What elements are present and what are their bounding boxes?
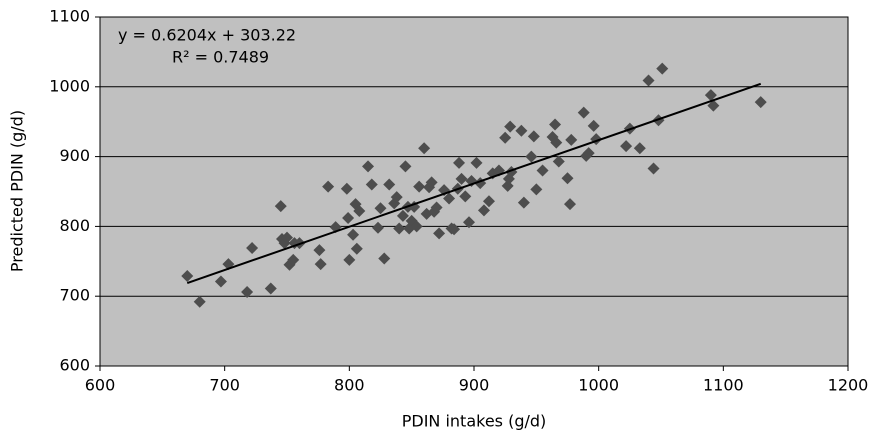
point xyxy=(287,253,300,266)
point xyxy=(565,133,578,146)
point xyxy=(453,156,466,169)
point xyxy=(425,176,438,189)
point xyxy=(525,150,538,163)
x-tick-label: 600 xyxy=(85,376,116,395)
point xyxy=(413,180,426,193)
point xyxy=(241,286,254,299)
y-tick-label: 700 xyxy=(59,286,90,305)
point xyxy=(383,178,396,191)
point xyxy=(347,228,360,241)
point xyxy=(322,180,335,193)
point xyxy=(477,204,490,217)
point xyxy=(633,142,646,155)
point xyxy=(582,147,595,160)
point xyxy=(365,178,378,191)
point xyxy=(396,209,409,222)
point xyxy=(561,172,574,185)
y-tick-label: 900 xyxy=(59,146,90,165)
point xyxy=(378,252,391,265)
point xyxy=(374,202,387,215)
point xyxy=(353,205,366,218)
point xyxy=(587,119,600,132)
y-tick-label: 1100 xyxy=(49,7,90,26)
x-tick-label: 1200 xyxy=(828,376,869,395)
point xyxy=(393,222,406,235)
point xyxy=(281,231,293,244)
point xyxy=(642,74,655,87)
point xyxy=(549,118,562,131)
point xyxy=(515,124,528,137)
point xyxy=(313,244,326,257)
trendline xyxy=(186,82,762,284)
point xyxy=(463,216,476,229)
y-tick-label: 800 xyxy=(59,216,90,235)
point xyxy=(459,190,472,203)
x-tick-label: 1100 xyxy=(703,376,744,395)
y-axis-title: Predicted PDIN (g/d) xyxy=(8,110,27,272)
point xyxy=(410,220,423,233)
point xyxy=(499,131,512,144)
point xyxy=(536,164,549,177)
point xyxy=(274,200,287,213)
point xyxy=(470,156,483,169)
y-tick-label: 1000 xyxy=(49,76,90,95)
point xyxy=(656,62,669,75)
point xyxy=(620,140,633,153)
point xyxy=(214,275,227,288)
point xyxy=(550,136,563,149)
point xyxy=(527,130,540,143)
point xyxy=(505,165,518,178)
point xyxy=(443,192,456,205)
point xyxy=(372,221,385,234)
x-tick-label: 1000 xyxy=(578,376,619,395)
x-tick-label: 800 xyxy=(334,376,365,395)
x-tick-label: 700 xyxy=(209,376,240,395)
point xyxy=(342,212,355,225)
point xyxy=(448,223,461,236)
point xyxy=(193,295,206,308)
point xyxy=(482,195,495,208)
point xyxy=(517,196,530,209)
point xyxy=(530,183,543,196)
point xyxy=(754,96,767,109)
point xyxy=(181,269,194,282)
plot-area xyxy=(99,16,849,367)
point xyxy=(418,142,431,155)
point xyxy=(350,242,363,255)
point xyxy=(455,172,468,185)
point xyxy=(707,99,720,112)
point xyxy=(577,106,590,119)
point xyxy=(647,162,660,175)
point xyxy=(563,198,576,211)
point xyxy=(314,258,327,271)
point xyxy=(390,191,403,204)
point xyxy=(399,160,412,173)
point xyxy=(430,201,443,214)
point xyxy=(704,89,717,102)
point xyxy=(343,253,356,266)
point xyxy=(264,282,277,295)
trend-r2: R² = 0.7489 xyxy=(172,48,269,67)
point xyxy=(504,120,517,133)
y-tick-label: 600 xyxy=(59,356,90,375)
x-tick-label: 900 xyxy=(459,376,490,395)
trend-equation: y = 0.6204x + 303.22 xyxy=(118,26,296,45)
point xyxy=(340,182,353,195)
x-axis-title: PDIN intakes (g/d) xyxy=(402,412,547,431)
point xyxy=(552,155,565,168)
point xyxy=(362,160,375,173)
point xyxy=(246,242,259,255)
point xyxy=(433,227,446,240)
